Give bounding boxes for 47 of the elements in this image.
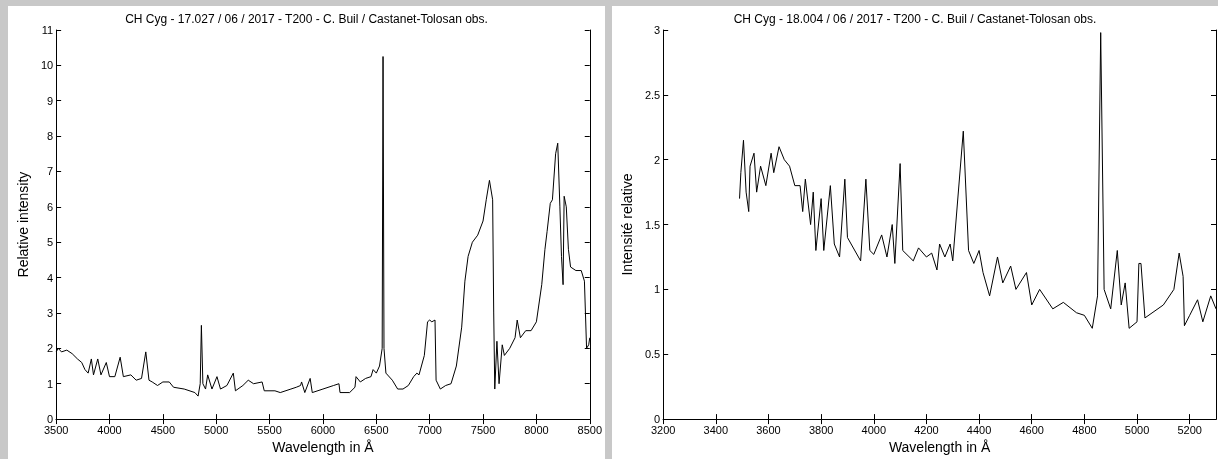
x-tick-label: 6000 (310, 423, 336, 436)
x-tick-label: 8000 (524, 423, 549, 436)
x-tick-label: 7000 (417, 423, 442, 436)
y-tick-label: 5 (47, 236, 54, 249)
x-tick-label: 5000 (203, 423, 229, 436)
x-tick-label: 3600 (756, 423, 781, 436)
y-tick-label: 7 (47, 165, 54, 178)
y-tick-label: 1.5 (644, 218, 661, 231)
x-tick-label: 5200 (1177, 423, 1202, 436)
chart-title: CH Cyg - 18.004 / 06 / 2017 - T200 - C. Buil / Castanet-Tolosan obs. (733, 12, 1097, 26)
y-tick-label: 0.5 (644, 348, 661, 361)
y-tick-label: 6 (47, 200, 54, 213)
x-tick-label: 3500 (43, 423, 69, 436)
y-tick-label: 11 (41, 24, 54, 36)
x-tick-label: 4400 (966, 423, 992, 436)
x-tick-label: 5500 (257, 423, 282, 436)
y-tick-label: 3 (47, 306, 54, 319)
x-tick-label: 7500 (470, 423, 496, 436)
y-tick-label: 4 (47, 271, 54, 284)
x-axis-title: Wavelength in Å (888, 439, 991, 455)
y-tick-label: 1 (654, 283, 661, 296)
y-tick-label: 3 (654, 24, 661, 36)
x-tick-label: 8500 (577, 423, 603, 436)
x-tick-label: 3800 (808, 423, 834, 436)
y-tick-label: 2 (654, 153, 661, 166)
x-tick-label: 4600 (1019, 423, 1044, 436)
y-tick-label: 1 (47, 377, 54, 390)
x-tick-label: 4000 (97, 423, 122, 436)
x-axis-title: Wavelength in Å (272, 439, 375, 455)
x-tick-label: 6500 (364, 423, 389, 436)
y-axis-title: Relative intensity (15, 171, 31, 278)
x-tick-label: 3400 (703, 423, 729, 436)
y-tick-label: 2.5 (644, 88, 661, 101)
y-tick-label: 0 (654, 413, 661, 426)
x-tick-label: 4000 (861, 423, 887, 436)
y-tick-label: 10 (40, 59, 54, 72)
x-tick-label: 5000 (1124, 423, 1150, 436)
x-tick-label: 4500 (150, 423, 176, 436)
chart-title: CH Cyg - 17.027 / 06 / 2017 - T200 - C. Buil / Castanet-Tolosan obs. (125, 12, 488, 26)
y-axis-title: Intensité relative (619, 173, 635, 276)
y-tick-label: 9 (47, 94, 54, 107)
x-tick-label: 4200 (914, 423, 939, 436)
y-tick-label: 0 (47, 413, 54, 426)
x-tick-label: 4800 (1072, 423, 1097, 436)
y-tick-label: 2 (47, 342, 54, 355)
y-tick-label: 8 (47, 130, 54, 143)
x-tick-label: 3200 (650, 423, 676, 436)
